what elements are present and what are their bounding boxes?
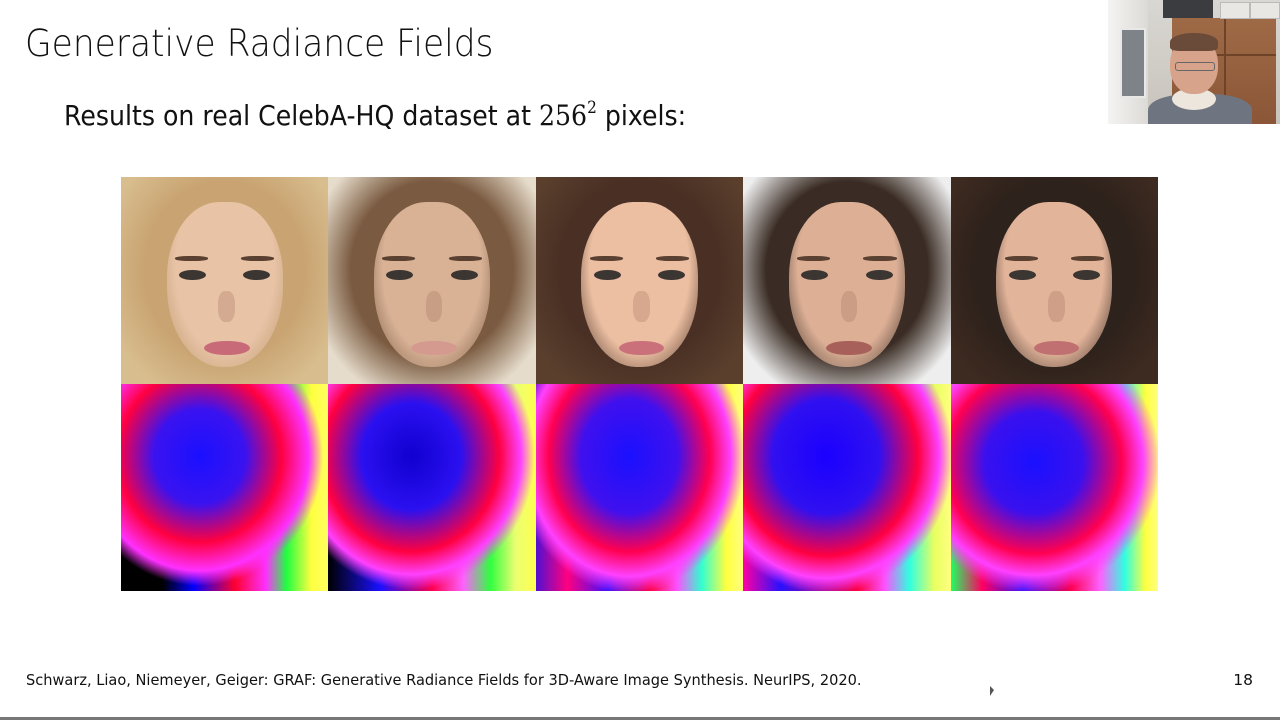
- eyebrow: [1070, 255, 1105, 261]
- normal-map: [950, 384, 1158, 591]
- video-progress-bar[interactable]: [0, 717, 1280, 720]
- eyebrow: [863, 255, 897, 261]
- normal-map-image: [950, 384, 1158, 591]
- normal-map-image: [535, 384, 744, 591]
- face-skin: [374, 201, 491, 368]
- eye: [593, 270, 621, 281]
- eyebrow: [589, 255, 623, 261]
- nose: [218, 290, 236, 322]
- subtitle-math: 2562: [538, 98, 597, 132]
- normal-map-image: [121, 384, 329, 591]
- results-figure: [121, 177, 1158, 591]
- eye: [801, 270, 829, 281]
- eye: [1072, 270, 1100, 281]
- eyebrow: [797, 255, 831, 261]
- face-skin: [581, 201, 698, 368]
- webcam-dark-box: [1163, 0, 1213, 18]
- mouse-cursor-icon: [990, 686, 994, 696]
- lips: [1033, 340, 1080, 355]
- webcam-person-glasses: [1175, 62, 1215, 71]
- eyebrow: [382, 255, 416, 261]
- face-skin: [166, 201, 283, 368]
- normal-map-image: [743, 384, 951, 591]
- eye: [179, 270, 207, 281]
- eye: [243, 270, 271, 281]
- normal-map-image: [328, 384, 536, 591]
- normal-map: [121, 384, 329, 591]
- face-skin: [996, 201, 1113, 368]
- face-image: [328, 177, 536, 384]
- presenter-webcam: [1108, 0, 1280, 124]
- eyebrow: [241, 255, 275, 261]
- face-image: [535, 177, 744, 384]
- normal-map: [743, 384, 951, 591]
- subtitle-text: Results on real CelebA-HQ dataset at: [64, 99, 539, 132]
- face-skin: [788, 201, 905, 368]
- lips: [826, 340, 872, 355]
- eyebrow: [1004, 255, 1038, 261]
- webcam-box: [1220, 2, 1250, 19]
- lips: [203, 340, 250, 355]
- slide-title: Generative Radiance Fields: [25, 22, 494, 65]
- eye: [450, 270, 478, 281]
- nose: [425, 290, 443, 322]
- citation: Schwarz, Liao, Niemeyer, Geiger: GRAF: G…: [26, 671, 862, 689]
- normal-map: [328, 384, 536, 591]
- eye: [865, 270, 893, 281]
- lips: [618, 340, 665, 355]
- eyebrow: [656, 255, 690, 261]
- subtitle-suffix: pixels:: [596, 99, 687, 132]
- slide-subtitle: Results on real CelebA-HQ dataset at 256…: [64, 98, 686, 132]
- normal-map: [535, 384, 744, 591]
- webcam-window: [1120, 28, 1146, 98]
- face-image: [121, 177, 329, 384]
- lips: [411, 340, 457, 355]
- page-number: 18: [1233, 671, 1253, 689]
- eyebrow: [448, 255, 482, 261]
- nose: [840, 290, 858, 322]
- nose: [1048, 290, 1065, 322]
- webcam-person-collar: [1172, 88, 1216, 110]
- webcam-person-hair: [1170, 33, 1218, 51]
- nose: [633, 290, 650, 322]
- webcam-box: [1250, 2, 1280, 19]
- eyebrow: [174, 255, 209, 261]
- face-image: [743, 177, 951, 384]
- eye: [1008, 270, 1036, 281]
- eye: [386, 270, 414, 281]
- eye: [658, 270, 686, 281]
- face-image: [950, 177, 1158, 384]
